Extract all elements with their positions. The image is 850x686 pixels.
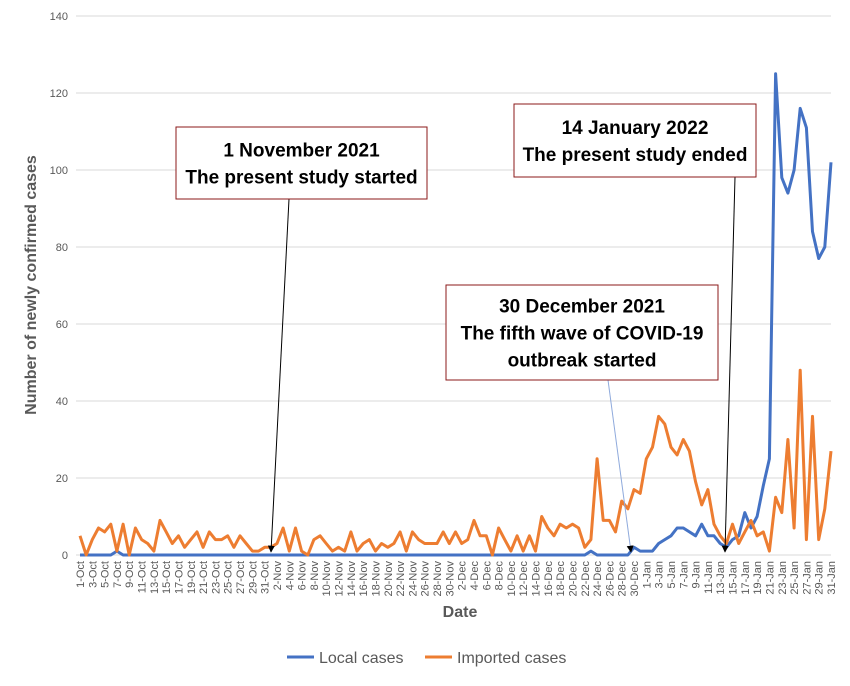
x-tick-label: 7-Oct	[112, 561, 124, 588]
x-tick-label: 11-Jan	[703, 561, 715, 594]
x-tick-label: 14-Nov	[346, 561, 358, 597]
x-tick-label: 5-Oct	[100, 561, 112, 588]
x-tick-label: 18-Dec	[555, 561, 567, 597]
x-tick-label: 30-Dec	[629, 561, 641, 597]
x-tick-label: 31-Oct	[260, 561, 272, 594]
x-tick-label: 8-Nov	[309, 561, 321, 591]
annotation-text: 30 December 2021	[499, 297, 665, 318]
x-tick-label: 19-Jan	[752, 561, 764, 595]
x-tick-label: 29-Jan	[814, 561, 826, 595]
annotation-arrow	[607, 379, 634, 553]
y-tick-label: 0	[62, 550, 68, 562]
x-tick-label: 8-Dec	[494, 561, 506, 591]
x-tick-label: 4-Nov	[284, 561, 296, 591]
x-tick-label: 2-Nov	[272, 561, 284, 591]
x-tick-label: 17-Jan	[740, 561, 752, 595]
x-tick-label: 25-Oct	[223, 561, 235, 594]
x-tick-label: 19-Oct	[186, 561, 198, 594]
x-tick-label: 6-Dec	[481, 561, 493, 591]
annotation-text: The fifth wave of COVID-19	[461, 324, 704, 345]
y-tick-label: 140	[50, 11, 68, 23]
y-axis-label: Number of newly confirmed cases	[23, 155, 40, 415]
x-tick-label: 5-Jan	[666, 561, 678, 589]
y-tick-label: 20	[56, 473, 68, 485]
x-tick-label: 17-Oct	[173, 561, 185, 594]
x-tick-label: 24-Dec	[592, 561, 604, 597]
legend-label: Imported cases	[457, 650, 566, 667]
x-tick-label: 30-Nov	[444, 561, 456, 597]
x-tick-label: 18-Nov	[370, 561, 382, 597]
x-tick-label: 27-Oct	[235, 561, 247, 594]
x-tick-label: 26-Nov	[420, 561, 432, 597]
x-tick-label: 21-Oct	[198, 561, 210, 594]
annotation-text: 14 January 2022	[562, 118, 709, 139]
x-tick-label: 15-Jan	[728, 561, 740, 595]
legend-label: Local cases	[319, 650, 404, 667]
x-tick-label: 20-Dec	[567, 561, 579, 597]
x-tick-label: 3-Jan	[654, 561, 666, 589]
y-tick-label: 100	[50, 165, 68, 177]
x-tick-label: 31-Jan	[826, 561, 838, 595]
x-axis-label: Date	[443, 604, 478, 621]
x-tick-label: 1-Oct	[75, 561, 87, 588]
x-tick-label: 9-Oct	[124, 561, 136, 588]
x-tick-label: 26-Dec	[604, 561, 616, 597]
x-tick-label: 29-Oct	[247, 561, 259, 594]
annotation-text: The present study ended	[523, 145, 748, 166]
x-tick-label: 15-Oct	[161, 561, 173, 594]
series-line	[78, 368, 833, 557]
x-tick-label: 13-Oct	[149, 561, 161, 594]
x-tick-label: 4-Dec	[469, 561, 481, 591]
x-tick-label: 23-Jan	[777, 561, 789, 595]
annotation-box	[513, 103, 757, 178]
annotation-box	[175, 126, 428, 200]
x-tick-label: 24-Nov	[407, 561, 419, 597]
annotation-text: The present study started	[185, 168, 417, 189]
annotation-arrow	[721, 176, 736, 553]
x-tick-label: 14-Dec	[531, 561, 543, 597]
x-tick-label: 12-Nov	[334, 561, 346, 597]
x-tick-label: 28-Nov	[432, 561, 444, 597]
x-tick-label: 3-Oct	[87, 561, 99, 588]
x-tick-label: 23-Oct	[210, 561, 222, 594]
x-tick-label: 6-Nov	[297, 561, 309, 591]
x-tick-label: 7-Jan	[678, 561, 690, 589]
x-tick-label: 2-Dec	[457, 561, 469, 591]
x-tick-label: 20-Nov	[383, 561, 395, 597]
x-tick-label: 16-Nov	[358, 561, 370, 597]
annotation-box	[445, 284, 719, 381]
x-tick-label: 9-Jan	[691, 561, 703, 589]
annotation-text: outbreak started	[508, 351, 657, 372]
x-tick-label: 12-Dec	[518, 561, 530, 597]
x-tick-label: 1-Jan	[641, 561, 653, 589]
x-tick-label: 10-Nov	[321, 561, 333, 597]
x-tick-label: 16-Dec	[543, 561, 555, 597]
x-tick-label: 22-Dec	[580, 561, 592, 597]
x-tick-label: 10-Dec	[506, 561, 518, 597]
y-tick-label: 80	[56, 242, 68, 254]
x-tick-label: 27-Jan	[801, 561, 813, 595]
y-tick-label: 120	[50, 88, 68, 100]
x-tick-label: 11-Oct	[137, 561, 149, 593]
annotation-text: 1 November 2021	[223, 141, 380, 162]
x-tick-label: 21-Jan	[764, 561, 776, 595]
x-tick-label: 22-Nov	[395, 561, 407, 597]
annotation-arrow	[267, 198, 290, 553]
y-tick-label: 40	[56, 396, 68, 408]
x-tick-label: 13-Jan	[715, 561, 727, 595]
y-tick-label: 60	[56, 319, 68, 331]
series-line	[80, 72, 833, 557]
x-tick-label: 28-Dec	[617, 561, 629, 597]
x-tick-label: 25-Jan	[789, 561, 801, 595]
